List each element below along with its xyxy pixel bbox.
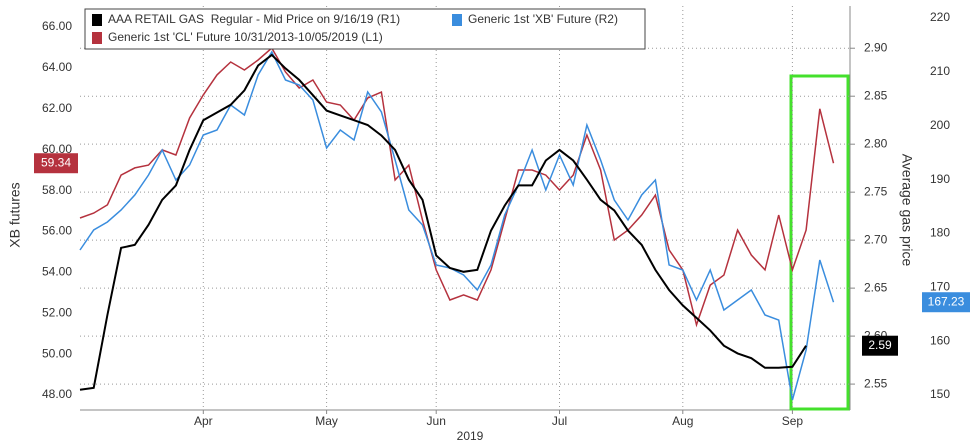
y3-tick-label: 220 [930,10,950,24]
value-badge [922,292,970,313]
y3-tick-label: 200 [930,118,950,132]
value-label: 2.59 [868,338,892,352]
y2-tick-label: 2.85 [864,88,888,102]
y-tick-label: 62.00 [42,101,72,115]
y3-tick-label: 180 [930,226,950,240]
series-line [79,46,835,328]
legend-swatch [92,14,102,26]
y-tick-label: 50.00 [42,346,72,360]
x-tick-label: Jul [552,414,567,428]
value-label: 167.23 [928,294,965,308]
legend-label: Generic 1st 'XB' Future (R2) [468,12,618,26]
y3-tick-label: 210 [930,64,950,78]
y-tick-label: 58.00 [42,183,72,197]
y2-tick-label: 2.75 [864,184,888,198]
y-tick-label: 54.00 [42,265,72,279]
x-tick-label: Aug [672,414,693,428]
y-tick-label: 52.00 [42,305,72,319]
y-tick-label: 64.00 [42,60,72,74]
y3-tick-label: 160 [930,333,950,347]
y2-tick-label: 2.55 [864,376,888,390]
y-axis-label: XB futures [7,182,23,247]
value-label: 59.34 [41,155,71,169]
y3-tick-label: 190 [930,172,950,186]
y2-tick-label: 2.80 [864,136,888,150]
legend-swatch [452,14,462,26]
y2-axis-label: Average gas price [899,154,915,267]
legend-swatch [92,32,102,44]
y-tick-label: 60.00 [42,142,72,156]
y-tick-label: 56.00 [42,224,72,238]
y-tick-label: 66.00 [42,19,72,33]
series-line [79,53,807,391]
x-tick-label: Jun [427,414,446,428]
legend-label: AAA RETAIL GAS Regular - Mid Price on 9/… [108,12,400,26]
legend-label: Generic 1st 'CL' Future 10/31/2013-10/05… [108,30,383,44]
x-tick-label: May [315,414,338,428]
highlight-box [789,74,850,411]
y2-tick-label: 2.90 [864,40,888,54]
y2-tick-label: 2.65 [864,280,888,294]
y3-tick-label: 150 [930,387,950,401]
y2-tick-label: 2.70 [864,232,888,246]
legend-box [84,8,646,50]
value-badge [862,335,898,356]
value-badge [34,153,78,174]
x-axis-label: 2019 [457,429,484,443]
y-tick-label: 48.00 [42,387,72,401]
x-tick-label: Apr [194,414,213,428]
x-tick-label: Sep [782,414,804,428]
y3-tick-label: 170 [930,279,950,293]
series-line [79,50,835,401]
